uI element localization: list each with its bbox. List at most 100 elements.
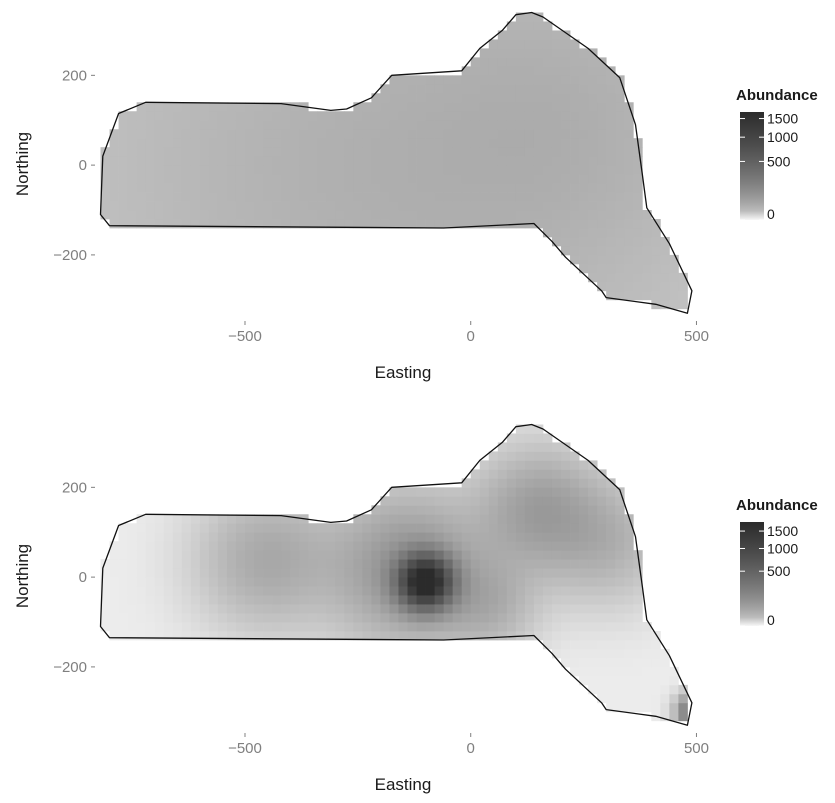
abundance-cell	[443, 165, 454, 175]
abundance-cell	[597, 684, 607, 695]
abundance-cell	[597, 657, 607, 668]
abundance-cell	[299, 218, 309, 229]
abundance-cell	[308, 129, 318, 139]
abundance-cell	[172, 586, 183, 596]
abundance-cell	[470, 93, 481, 103]
abundance-cell	[272, 550, 282, 560]
abundance-cell	[118, 577, 128, 587]
abundance-cell	[389, 586, 399, 596]
abundance-cell	[244, 595, 255, 605]
abundance-cell	[615, 541, 625, 551]
abundance-cell	[470, 505, 481, 515]
abundance-cell	[362, 165, 372, 175]
abundance-cell	[579, 57, 589, 67]
abundance-cell	[380, 210, 390, 220]
abundance-cell	[615, 93, 625, 103]
abundance-cell	[633, 648, 643, 659]
abundance-cell	[290, 165, 300, 175]
abundance-cell	[226, 541, 237, 551]
abundance-cell	[479, 487, 490, 497]
abundance-cell	[470, 541, 481, 551]
abundance-cell	[651, 227, 661, 238]
abundance-cell	[561, 102, 571, 112]
abundance-cell	[199, 622, 210, 632]
abundance-cell	[317, 111, 327, 121]
abundance-cell	[606, 559, 616, 569]
abundance-cell	[263, 192, 273, 202]
abundance-cell	[606, 111, 616, 121]
abundance-cell	[425, 201, 435, 211]
abundance-cell	[244, 138, 255, 148]
abundance-cell	[651, 639, 661, 650]
abundance-cell	[434, 129, 445, 139]
abundance-cell	[633, 210, 643, 220]
abundance-cell	[443, 75, 454, 85]
abundance-cell	[416, 523, 426, 533]
abundance-cell	[263, 630, 273, 641]
abundance-cell	[524, 505, 535, 515]
abundance-cell	[272, 210, 282, 220]
abundance-cell	[506, 496, 517, 506]
abundance-cell	[443, 111, 454, 121]
abundance-cell	[579, 577, 589, 587]
abundance-cell	[308, 577, 318, 587]
abundance-cell	[281, 622, 291, 632]
abundance-cell	[208, 111, 219, 121]
abundance-cell	[254, 111, 264, 121]
abundance-cell	[588, 174, 598, 184]
abundance-cell	[290, 586, 300, 596]
abundance-cell	[443, 532, 454, 542]
abundance-cell	[272, 523, 282, 533]
abundance-cell	[579, 75, 589, 85]
abundance-cell	[380, 147, 390, 157]
abundance-cell	[389, 111, 399, 121]
abundance-cell	[488, 165, 499, 175]
abundance-cell	[606, 613, 616, 623]
abundance-cell	[479, 550, 490, 560]
abundance-cell	[678, 702, 688, 713]
abundance-cell	[542, 174, 553, 184]
abundance-cell	[127, 165, 138, 175]
abundance-cell	[533, 613, 544, 623]
abundance-cell	[398, 192, 408, 202]
legend-label: 1500	[767, 111, 798, 127]
abundance-cell	[109, 147, 119, 157]
abundance-cell	[398, 165, 408, 175]
abundance-cell	[624, 210, 634, 220]
abundance-cell	[506, 57, 517, 67]
abundance-cell	[416, 120, 426, 130]
abundance-cell	[127, 630, 138, 641]
abundance-cell	[488, 478, 499, 488]
abundance-cell	[217, 532, 228, 542]
abundance-cell	[570, 586, 580, 596]
abundance-cell	[497, 111, 508, 121]
abundance-cell	[172, 613, 183, 623]
abundance-cell	[669, 254, 679, 265]
abundance-cell	[290, 577, 300, 587]
abundance-cell	[371, 111, 381, 121]
abundance-cell	[389, 102, 399, 112]
abundance-cell	[190, 622, 201, 632]
abundance-cell	[506, 102, 517, 112]
abundance-cell	[588, 57, 598, 67]
abundance-cell	[497, 66, 508, 76]
abundance-cell	[479, 111, 490, 121]
abundance-cell	[606, 192, 616, 202]
abundance-cell	[615, 648, 625, 659]
abundance-cell	[208, 218, 219, 229]
abundance-cell	[660, 648, 670, 659]
abundance-cell	[254, 630, 264, 641]
abundance-cell	[299, 111, 309, 121]
abundance-cell	[235, 630, 246, 641]
abundance-cell	[109, 559, 119, 569]
abundance-cell	[452, 192, 463, 202]
abundance-cell	[515, 120, 526, 130]
abundance-cell	[335, 622, 345, 632]
abundance-cell	[434, 595, 445, 605]
abundance-cell	[497, 478, 508, 488]
abundance-cell	[154, 120, 165, 130]
abundance-cell	[290, 514, 300, 524]
abundance-cell	[172, 147, 183, 157]
abundance-cell	[299, 630, 309, 641]
abundance-cell	[272, 532, 282, 542]
